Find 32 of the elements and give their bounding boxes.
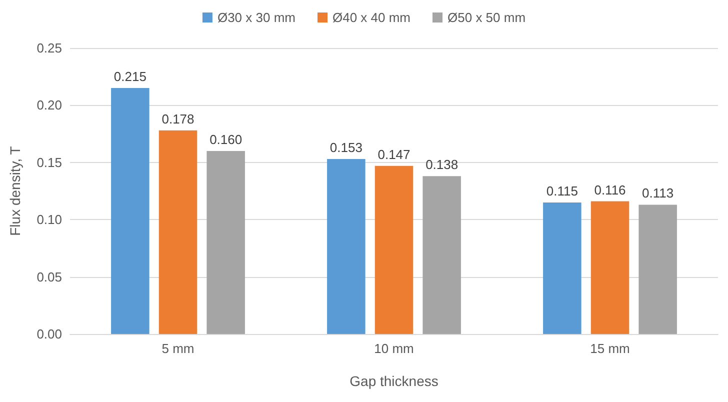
bar [638,204,677,334]
data-label: 0.116 [594,182,626,198]
legend-label: Ø30 x 30 mm [217,10,296,25]
y-axis-title: Flux density, T [7,146,23,236]
y-tick-label: 0.15 [36,154,62,170]
y-tick-label: 0.10 [36,212,62,228]
x-tick-label: 5 mm [162,341,194,356]
data-label: 0.215 [114,69,146,84]
data-label: 0.115 [546,183,578,198]
x-tick-label: 10 mm [374,341,414,356]
bar [543,202,582,334]
legend-label: Ø50 x 50 mm [448,10,526,25]
data-label: 0.178 [162,111,194,126]
bar [590,201,630,334]
y-tick-label: 0.05 [36,269,62,284]
x-axis-title: Gap thickness [350,373,438,389]
y-tick-label: 0.25 [36,40,62,56]
data-label: 0.147 [378,146,410,162]
bar [374,166,414,334]
y-tick-label: 0.20 [36,98,62,113]
bar [158,130,198,334]
data-label: 0.138 [426,157,458,172]
data-label: 0.153 [330,140,362,155]
data-label: 0.160 [210,132,242,147]
legend-label: Ø40 x 40 mm [332,10,411,25]
data-label: 0.113 [642,186,674,201]
bar [111,88,150,334]
bar [327,158,366,334]
bar [206,150,245,334]
x-tick-label: 15 mm [590,341,630,356]
y-tick-label: 0.00 [36,326,62,342]
bar [422,176,461,334]
